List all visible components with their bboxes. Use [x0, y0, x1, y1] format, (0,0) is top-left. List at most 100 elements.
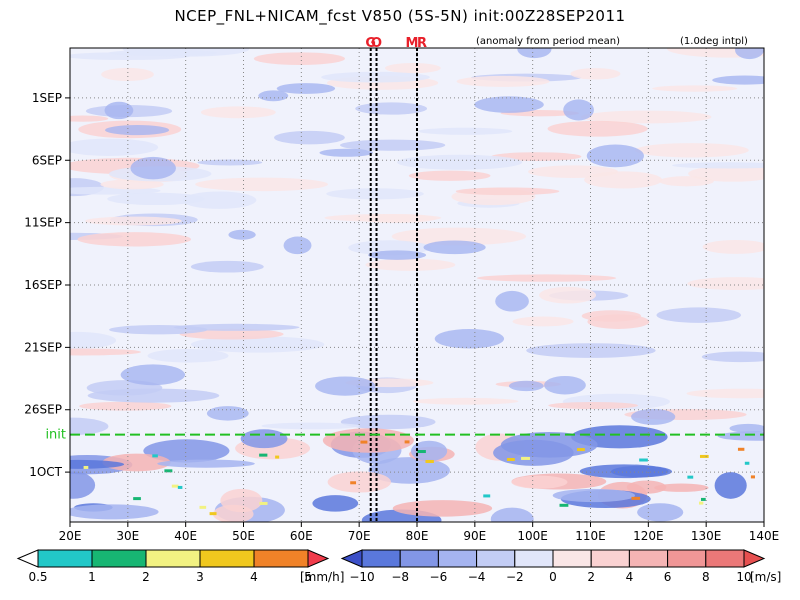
- anomaly-patch: [179, 328, 284, 340]
- anomaly-patch: [315, 376, 376, 396]
- anomaly-patch: [659, 176, 714, 187]
- precip-patch: [83, 465, 89, 469]
- anomaly-patch: [717, 431, 764, 441]
- anomaly-patch: [410, 440, 448, 462]
- x-tick-label: 90E: [463, 529, 486, 543]
- precip-patch: [559, 503, 569, 507]
- anomaly-patch: [220, 488, 263, 513]
- anomaly-patch: [544, 375, 586, 395]
- anomaly-patch: [147, 349, 229, 363]
- anomaly-patch: [70, 331, 117, 350]
- anomaly-patch: [512, 316, 574, 327]
- anomaly-patch: [319, 148, 374, 157]
- x-tick-label: 40E: [174, 529, 197, 543]
- y-tick-label: 1OCT: [29, 465, 62, 479]
- anomaly-patch: [570, 68, 621, 80]
- marker-label-O: O: [371, 36, 382, 51]
- y-tick-label: 26SEP: [24, 403, 62, 417]
- wind-colorbar-max-arrow: [743, 549, 766, 568]
- precip-colorbar-level-label: 4: [250, 570, 258, 584]
- wind-colorbar-segment: [399, 549, 439, 568]
- precip-colorbar-max-arrow: [307, 549, 330, 568]
- anomaly-patch: [312, 495, 359, 512]
- x-tick-label: 130E: [691, 529, 722, 543]
- anomaly-note: (anomaly from period mean): [476, 36, 620, 47]
- wind-colorbar-level-label: 0: [549, 570, 557, 584]
- x-tick-label: 110E: [575, 529, 606, 543]
- wind-colorbar-segment: [514, 549, 554, 568]
- anomaly-patch: [326, 188, 424, 200]
- precip-patch: [425, 459, 434, 463]
- anomaly-patch: [563, 99, 594, 121]
- precip-patch: [164, 469, 173, 473]
- precip-patch: [350, 481, 357, 485]
- anomaly-patch: [456, 75, 550, 87]
- anomaly-patch: [77, 232, 192, 247]
- marker-label-M: M: [406, 36, 419, 51]
- anomaly-patch: [493, 439, 574, 466]
- anomaly-patch: [584, 171, 663, 189]
- anomaly-patch: [610, 465, 673, 478]
- x-tick-label: 20E: [59, 529, 82, 543]
- wind-colorbar-segment: [590, 549, 630, 568]
- precip-patch: [744, 461, 750, 465]
- precip-patch: [259, 453, 268, 457]
- y-tick-label: 11SEP: [24, 216, 62, 230]
- precip-patch: [506, 458, 515, 462]
- precip-colorbar-min-arrow: [16, 549, 39, 568]
- anomaly-patch: [79, 401, 172, 411]
- precip-patch: [404, 440, 410, 444]
- anomaly-patch: [701, 351, 764, 363]
- anomaly-patch: [517, 48, 552, 59]
- precip-patch: [199, 505, 207, 509]
- anomaly-patch: [418, 127, 513, 135]
- x-tick-label: 50E: [232, 529, 255, 543]
- y-axis: 1SEP 6SEP 11SEP 16SEP 21SEP 26SEP 1OCT: [24, 91, 70, 479]
- anomaly-patch: [686, 388, 764, 399]
- precip-colorbar-segment: [253, 549, 309, 568]
- anomaly-patch: [261, 422, 361, 430]
- anomaly-patch: [637, 503, 684, 522]
- init-label: init: [45, 428, 66, 443]
- interp-note: (1.0deg intpl): [680, 36, 748, 47]
- anomaly-patch: [511, 475, 568, 489]
- anomaly-patch: [687, 277, 764, 290]
- wind-colorbar-level-label: −8: [391, 570, 409, 584]
- precip-patch: [171, 484, 179, 488]
- anomaly-patch: [253, 52, 345, 65]
- wind-colorbar-segment: [476, 549, 516, 568]
- anomaly-patch: [654, 483, 709, 492]
- wind-colorbar-segment: [552, 549, 592, 568]
- anomaly-patch: [322, 428, 414, 453]
- marker-lines: GO MR: [365, 36, 427, 522]
- precip-patch: [259, 501, 268, 505]
- anomaly-patch: [85, 216, 182, 226]
- anomaly-patch: [702, 239, 764, 254]
- precip-patch: [631, 496, 641, 500]
- anomaly-patch: [539, 286, 597, 304]
- anomaly-patch: [87, 388, 220, 403]
- precip-patch: [360, 440, 368, 444]
- y-tick-label: 6SEP: [32, 153, 62, 167]
- x-tick-label: 120E: [633, 529, 664, 543]
- anomaly-patch: [173, 323, 300, 331]
- chart-title: NCEP_FNL+NICAM_fcst V850 (5S-5N) init:00…: [174, 7, 626, 25]
- anomaly-patch: [70, 115, 109, 122]
- anomaly-patch: [283, 236, 312, 255]
- anomaly-patch: [195, 177, 329, 192]
- x-tick-label: 100E: [517, 529, 548, 543]
- anomaly-patch: [526, 343, 656, 358]
- wind-colorbar-segment: [628, 549, 669, 568]
- wind-colorbar-segment: [705, 549, 745, 568]
- anomaly-patch: [392, 500, 493, 517]
- anomaly-patch: [508, 380, 544, 392]
- anomaly-patch: [70, 417, 109, 436]
- precip-patch: [699, 454, 709, 458]
- y-tick-label: 16SEP: [24, 278, 62, 292]
- anomaly-patch: [70, 348, 142, 356]
- anomaly-patch: [104, 101, 134, 120]
- precip-colorbar-level-label: 5: [304, 570, 312, 584]
- precip-colorbar-level-label: 2: [142, 570, 150, 584]
- y-tick-label: 1SEP: [32, 91, 62, 105]
- wind-colorbar-level-label: 8: [702, 570, 710, 584]
